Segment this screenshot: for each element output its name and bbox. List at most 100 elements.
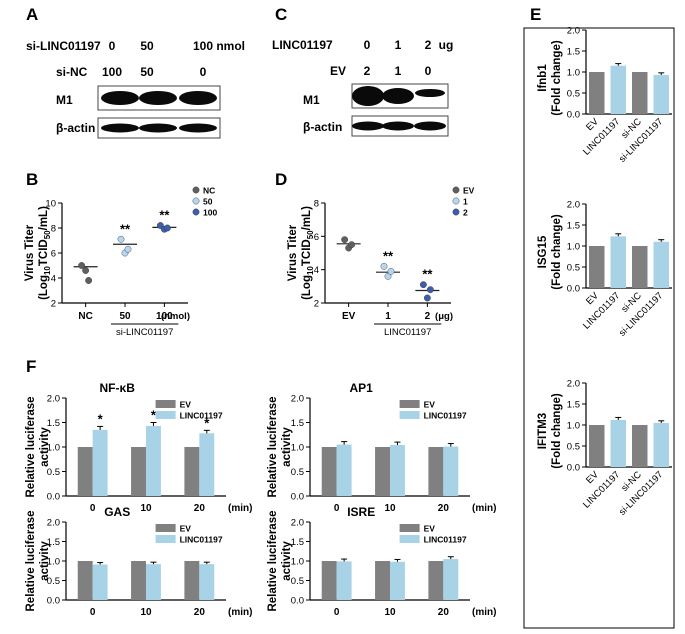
- bar: [443, 559, 459, 600]
- legend-label: 50: [203, 197, 213, 207]
- x-tick-label: 1: [385, 311, 391, 322]
- y-axis-label-line2: activity: [281, 541, 293, 581]
- label-part: (Log: [301, 275, 313, 300]
- x-tick-label: EV: [584, 290, 601, 307]
- y-tick-label: 0.0: [567, 284, 580, 295]
- y-tick-label: 2.0: [567, 26, 580, 37]
- y-tick-label: 2.0: [567, 379, 580, 390]
- group-label: LINC01197: [384, 327, 431, 338]
- x-tick-label: 10: [384, 503, 396, 514]
- y-tick-label: 8: [51, 224, 56, 235]
- data-point: [419, 281, 427, 289]
- legend-swatch: [155, 411, 176, 419]
- x-tick-label: EV: [342, 311, 356, 322]
- x-tick-label: 0: [90, 607, 96, 618]
- x-tick-label: 100: [156, 311, 173, 322]
- data-point: [82, 267, 90, 274]
- bar: [428, 561, 444, 600]
- y-axis-label-line2: (Fold change): [551, 40, 563, 116]
- legend-label: NC: [203, 186, 215, 196]
- x-tick-label: EV: [584, 116, 601, 133]
- y-tick-label: 0.5: [291, 576, 304, 587]
- data-point: [384, 272, 392, 280]
- legend-label: EV: [424, 400, 436, 410]
- y-tick-label: 1.5: [47, 418, 60, 429]
- linc-dose-unit: ug: [439, 38, 454, 52]
- y-tick-label: 8: [314, 199, 319, 210]
- x-tick-label: 0: [334, 503, 340, 514]
- c-m1-band-1: [352, 86, 384, 106]
- chart-title: GAS: [104, 505, 130, 519]
- bar: [589, 246, 605, 288]
- x-tick-label: 10: [140, 503, 152, 514]
- data-point: [85, 277, 93, 284]
- bar: [610, 236, 626, 288]
- bar: [589, 72, 605, 114]
- data-point: [117, 235, 125, 243]
- m1-band-1: [101, 91, 139, 105]
- bar: [428, 447, 444, 496]
- linc-label: LINC01197: [272, 38, 333, 52]
- bar: [131, 561, 146, 600]
- y-tick-label: 0.0: [567, 463, 580, 474]
- y-tick-label: 0.0: [47, 596, 60, 607]
- group-label: si-LINC01197: [116, 327, 173, 338]
- y-tick-label: 0.0: [567, 110, 580, 121]
- significance-mark: **: [120, 221, 131, 236]
- legend-swatch: [399, 524, 420, 532]
- ev-dose-2: 2: [364, 64, 371, 78]
- bar: [390, 445, 405, 496]
- legend-marker: [452, 186, 460, 194]
- bar: [375, 561, 390, 600]
- beta-actin-band-1: [101, 123, 139, 133]
- si-nc-label: si-NC: [56, 65, 88, 79]
- bar: [184, 447, 200, 496]
- y-axis-label-line1: Relative luciferase: [25, 510, 37, 611]
- y-tick-label: 1.0: [291, 557, 304, 568]
- bar: [92, 429, 108, 496]
- ev-dose-0: 0: [425, 64, 432, 78]
- si-linc-label: si-LINC01197: [26, 39, 101, 53]
- bar: [321, 447, 337, 496]
- bar: [77, 447, 93, 496]
- c-beta-actin-band-1: [352, 121, 384, 131]
- bar: [443, 446, 459, 496]
- y-axis-label-line1: IFITM3: [537, 413, 549, 449]
- data-point: [387, 267, 395, 275]
- y-tick-label: 2.0: [47, 394, 60, 405]
- si-linc-dose-100: 100 nmol: [193, 39, 245, 53]
- x-tick-label: 20: [438, 503, 450, 514]
- bar: [336, 561, 352, 600]
- bar: [610, 419, 626, 467]
- x-unit: (min): [228, 607, 252, 618]
- subscript: 50: [306, 230, 315, 239]
- y-tick-label: 1.5: [291, 418, 304, 429]
- y-tick-label: 1.0: [567, 68, 580, 79]
- legend-label: LINC01197: [424, 411, 467, 421]
- isre-chart: 0.0 0.5 1.0 1.5 2.0 Relative luciferase activi…: [267, 505, 496, 618]
- c-m1-band-3: [415, 89, 445, 97]
- m1-label: M1: [56, 93, 73, 107]
- legend-swatch: [155, 535, 176, 543]
- label-part: /mL): [38, 206, 50, 230]
- si-nc-dose-100: 100: [102, 65, 122, 79]
- bar: [146, 425, 161, 496]
- legend-label: 1: [463, 197, 468, 207]
- si-nc-dose-50: 50: [140, 65, 154, 79]
- label-part: /mL): [301, 206, 313, 230]
- legend-swatch: [155, 524, 176, 532]
- y-axis-label-line1: Relative luciferase: [267, 510, 279, 611]
- bar: [390, 561, 405, 600]
- label-part: TCID: [301, 239, 313, 266]
- panel-a-blot: si-LINC01197 0 50 100 nmol si-NC 100 50 …: [26, 39, 245, 139]
- y-tick-label: 1.0: [291, 443, 304, 454]
- bar: [199, 564, 215, 600]
- x-tick-label: 2: [425, 311, 431, 322]
- c-beta-actin-band-3: [414, 121, 446, 131]
- y-tick-label: 1.0: [567, 242, 580, 253]
- significance-mark: **: [422, 267, 433, 282]
- x-tick-label: 0: [90, 503, 96, 514]
- bar: [92, 564, 108, 600]
